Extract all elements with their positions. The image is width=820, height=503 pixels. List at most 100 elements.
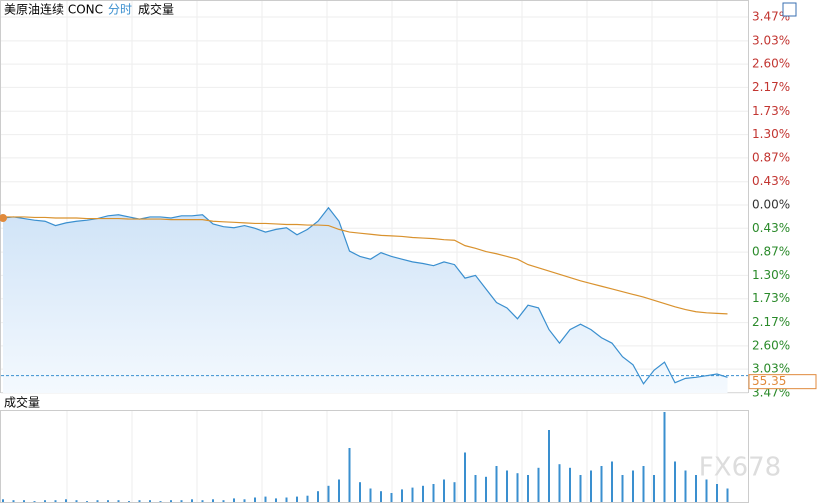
volume-bar [611, 461, 613, 502]
volume-bar [621, 475, 624, 502]
volume-bar [23, 500, 25, 502]
y-tick-label: 2.17% [752, 80, 790, 94]
volume-bar [726, 488, 729, 502]
volume-bar [642, 466, 645, 502]
volume-bar [695, 475, 697, 502]
volume-bar [296, 496, 298, 502]
volume-bar [254, 497, 256, 502]
volume-title: 成交量 [138, 2, 174, 17]
volume-bar [380, 491, 382, 502]
y-tick-label: 2.17% [752, 315, 790, 329]
y-tick-label: 2.60% [752, 338, 790, 352]
toggle-button[interactable] [782, 2, 797, 17]
volume-bar [411, 487, 414, 502]
volume-bar [86, 501, 88, 502]
volume-bar [12, 500, 15, 502]
volume-bar [128, 501, 130, 502]
volume-bar [264, 496, 267, 502]
y-tick-label: 1.30% [752, 268, 790, 282]
volume-bar [138, 500, 141, 502]
volume-bar [548, 430, 550, 502]
volume-bar [327, 485, 330, 502]
volume-bar [117, 500, 120, 502]
volume-bar [474, 475, 477, 502]
y-tick-label: 0.87% [752, 150, 790, 164]
volume-label: 成交量 [4, 395, 40, 410]
y-tick-label: 0.87% [752, 245, 790, 259]
y-tick-label: 3.03% [752, 33, 790, 47]
volume-bar [579, 475, 582, 502]
volume-bar [306, 495, 309, 502]
y-tick-label: 1.30% [752, 127, 790, 141]
volume-bar [348, 448, 351, 502]
volume-bar [285, 497, 288, 502]
volume-bar [401, 489, 403, 502]
chart-title: 美原油连续 CONC [4, 2, 103, 17]
price-area [3, 207, 728, 393]
volume-bar [96, 500, 99, 502]
volume-bar [2, 499, 4, 502]
volume-bar [191, 499, 193, 502]
volume-bar [44, 500, 46, 502]
volume-bar [663, 412, 666, 502]
volume-bar [684, 470, 687, 502]
volume-bar [716, 484, 718, 502]
y-tick-label: 1.73% [752, 104, 790, 118]
y-tick-label: 1.73% [752, 291, 790, 305]
y-tick-label: 3.47% [752, 10, 790, 24]
series-line [2, 206, 728, 385]
last-price-label: 55.35 [752, 374, 786, 388]
volume-bar [495, 466, 498, 502]
volume-bar [653, 475, 655, 502]
volume-bar [464, 452, 466, 502]
volume-bar [159, 501, 162, 502]
last-price-box [748, 374, 817, 390]
volume-bar [233, 498, 235, 502]
volume-bar [212, 499, 214, 502]
volume-bar [65, 499, 67, 502]
start-dot [0, 214, 7, 223]
y-tick-label: 2.60% [752, 57, 790, 71]
watermark: FX678 [699, 453, 781, 483]
volume-bar [632, 470, 634, 502]
volume-bar [453, 482, 456, 502]
volume-bar [516, 473, 519, 502]
volume-bar [443, 479, 445, 502]
series-line [3, 216, 728, 315]
plot-layer: 3.47% 3.03% 2.60% 2.17% 1.73% 1.30% 0.87% 0.43%… [0, 10, 817, 502]
volume-bar [705, 479, 708, 502]
chart-subtitle: 分时 [108, 3, 132, 17]
volume-frame [0, 410, 749, 503]
volume-bar [243, 499, 246, 502]
volume-bar [107, 500, 109, 502]
volume-bar [422, 485, 424, 502]
volume-bar [149, 500, 151, 502]
volume-bar [390, 493, 393, 502]
volume-bar [359, 482, 361, 502]
y-tick-label: 0.00% [752, 198, 790, 212]
volume-bar [590, 470, 592, 502]
volume-bar [369, 488, 372, 502]
volume-bar [75, 500, 78, 502]
y-tick-label: 0.43% [752, 174, 790, 188]
volume-bar [180, 500, 183, 502]
volume-bar [54, 500, 57, 502]
volume-bar [674, 461, 676, 502]
volume-bar [317, 491, 319, 502]
volume-bar [338, 479, 340, 502]
volume-bar [33, 501, 36, 502]
volume-bar [600, 466, 603, 502]
volume-bar [506, 470, 508, 502]
volume-bar [170, 500, 172, 502]
volume-bar [527, 475, 529, 502]
volume-bar [201, 500, 204, 502]
volume-bar [558, 464, 561, 502]
y-tick-label: 0.43% [752, 221, 790, 235]
volume-bar [485, 476, 487, 502]
y-tick-label: 3.03% [752, 362, 790, 376]
volume-bar [537, 467, 540, 502]
volume-bar [222, 500, 225, 502]
volume-bar [432, 484, 435, 502]
